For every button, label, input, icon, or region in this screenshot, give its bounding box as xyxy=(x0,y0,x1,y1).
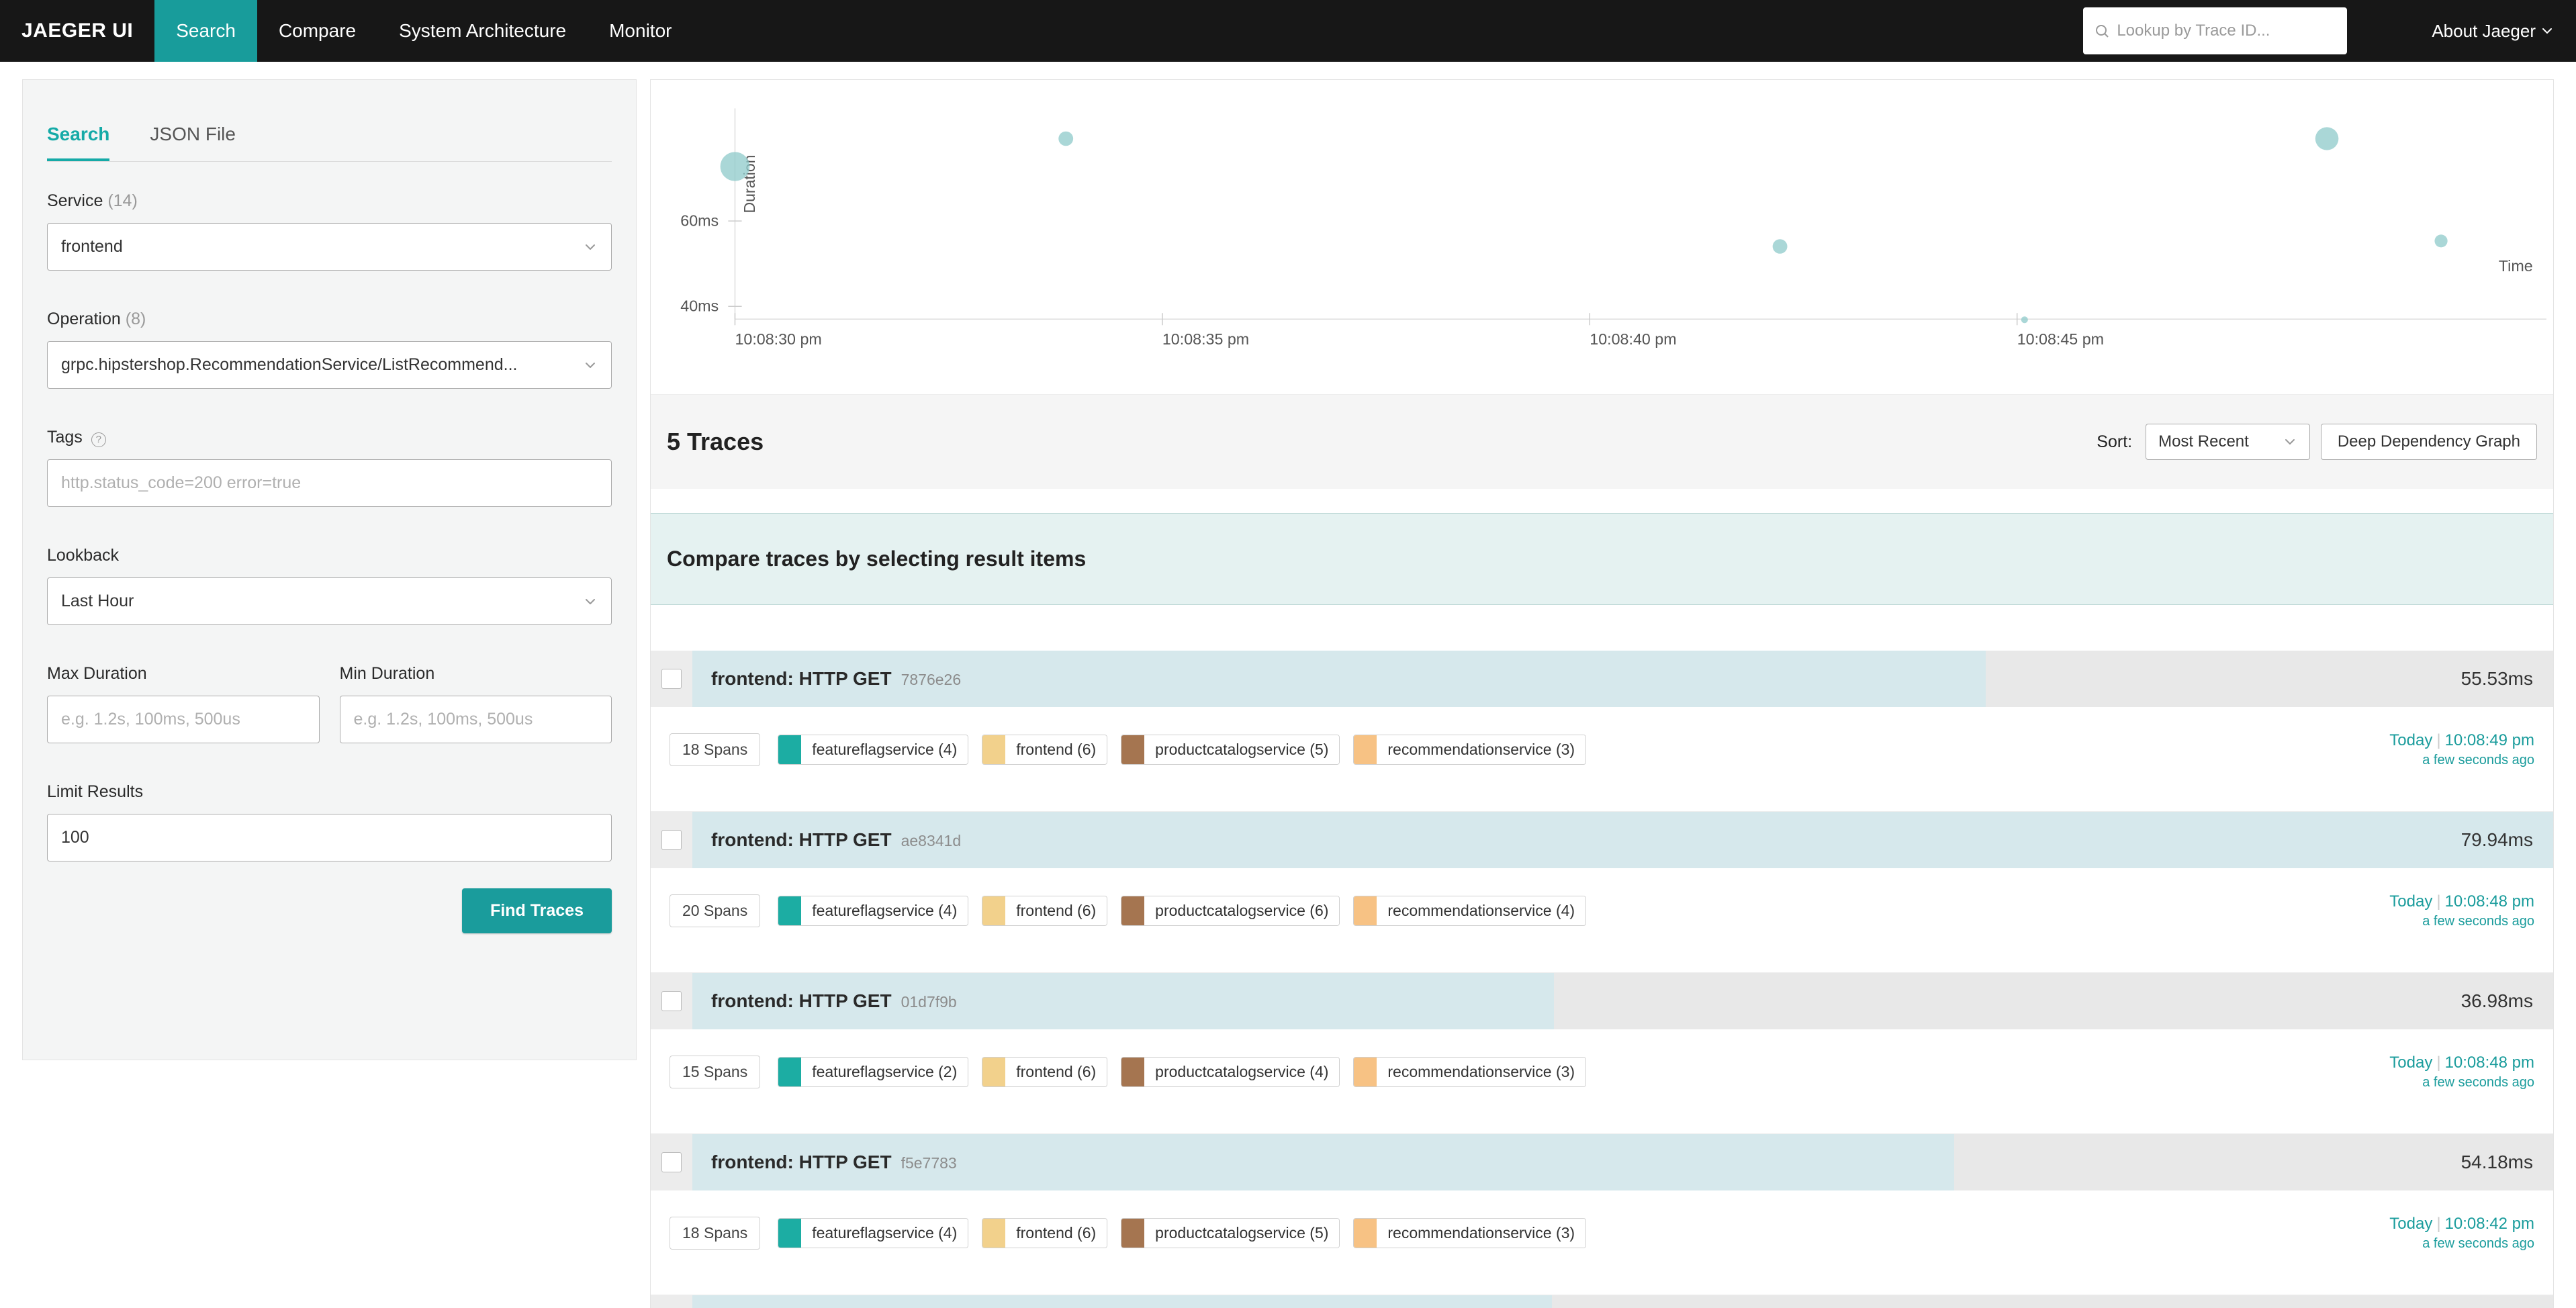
svg-text:10:08:30 pm: 10:08:30 pm xyxy=(735,330,821,348)
svg-text:10:08:40 pm: 10:08:40 pm xyxy=(1590,330,1676,348)
svg-text:Time: Time xyxy=(2499,257,2533,275)
svg-text:10:08:45 pm: 10:08:45 pm xyxy=(2017,330,2104,348)
svg-text:40ms: 40ms xyxy=(680,297,719,315)
svg-text:60ms: 60ms xyxy=(680,212,719,230)
svg-text:10:08:35 pm: 10:08:35 pm xyxy=(1162,330,1249,348)
